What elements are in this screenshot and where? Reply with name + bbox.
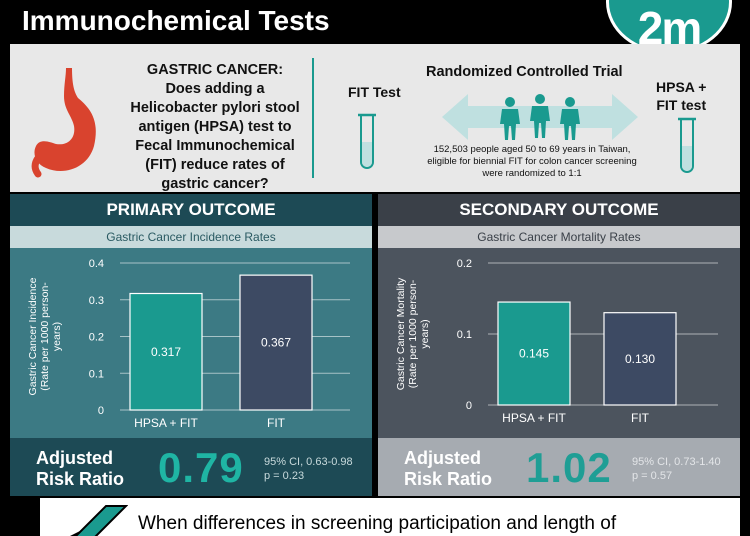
secondary-chart-panel: 0 0.1 0.2 Gastric Cancer Mortality(Rate per… <box>378 248 740 438</box>
y-axis-label-line: years) <box>51 322 63 351</box>
bar-value-label: 0.145 <box>519 347 549 361</box>
divider <box>312 58 314 178</box>
y-tick-label: 0.2 <box>457 258 472 270</box>
rct-desc-line: were randomized to 1:1 <box>482 168 582 179</box>
y-tick-label: 0 <box>466 400 472 412</box>
risk-ratio-label-line: Adjusted <box>36 448 114 468</box>
question-line: antigen (HPSA) test to <box>138 119 292 135</box>
primary-outcome-subheading: Gastric Cancer Incidence Rates <box>10 226 372 248</box>
question-line: Fecal Immunochemical <box>135 138 295 154</box>
hpsa-label-line: HPSA + <box>656 79 707 95</box>
footer-text: When differences in screening participat… <box>138 513 617 534</box>
people-icon <box>500 94 580 140</box>
x-tick-label: FIT <box>267 416 286 430</box>
secondary-outcome-subheading: Gastric Cancer Mortality Rates <box>378 226 740 248</box>
rct-desc-line: eligible for biennial FIT for colon canc… <box>427 156 637 167</box>
y-tick-label: 0.1 <box>457 329 472 341</box>
question-line: gastric cancer? <box>161 176 269 192</box>
hpsa-label-line: FIT test <box>656 97 707 113</box>
ci-line: 95% CI, 0.73-1.40 <box>632 456 721 468</box>
stomach-icon <box>31 68 96 178</box>
header: Immunochemical Tests 2m <box>0 0 750 54</box>
intro-panel: GASTRIC CANCER: Does adding a Helicobact… <box>10 44 740 192</box>
rct-title: Randomized Controlled Trial <box>426 64 623 80</box>
p-value-line: p = 0.57 <box>632 470 673 482</box>
question-line: (FIT) reduce rates of <box>145 157 285 173</box>
incidence-chart: 0 0.1 0.2 0.3 0.4 Gastric Cancer Incidence(Ra… <box>27 258 350 430</box>
bar-value-label: 0.130 <box>625 352 655 366</box>
page-title: Immunochemical Tests <box>22 5 330 36</box>
risk-ratio-label-line: Adjusted <box>404 448 482 468</box>
ci-line: 95% CI, 0.63-0.98 <box>264 456 353 468</box>
primary-risk-ratio: Adjusted Risk Ratio 0.79 95% CI, 0.63-0.… <box>10 438 372 496</box>
x-tick-label: HPSA + FIT <box>502 411 566 425</box>
test-tube-icon <box>358 113 376 169</box>
y-axis-label-line: Gastric Cancer Incidence <box>27 277 39 395</box>
pencil-icon <box>70 505 128 536</box>
secondary-outcome-heading: SECONDARY OUTCOME <box>378 194 740 226</box>
bar <box>239 274 313 411</box>
bar <box>603 312 677 406</box>
y-axis-label-line: (Rate per 1000 person- <box>39 282 51 391</box>
question-line: Helicobacter pylori stool <box>130 100 300 116</box>
bar <box>129 292 203 411</box>
risk-ratio-label-line: Risk Ratio <box>404 469 493 489</box>
secondary-risk-ratio: Adjusted Risk Ratio 1.02 95% CI, 0.73-1.… <box>378 438 740 496</box>
fit-test-label: FIT Test <box>348 84 401 100</box>
question-line: Does adding a <box>165 81 265 97</box>
study-question: GASTRIC CANCER: Does adding a Helicobact… <box>120 61 310 194</box>
rct-description: 152,503 people aged 50 to 69 years in Ta… <box>414 144 650 180</box>
x-tick-label: HPSA + FIT <box>134 416 198 430</box>
rct-desc-line: 152,503 people aged 50 to 69 years in Ta… <box>433 144 631 155</box>
risk-ratio-label-line: Risk Ratio <box>36 469 125 489</box>
x-tick-label: FIT <box>631 411 650 425</box>
risk-ratio-label: Adjusted Risk Ratio <box>36 448 124 490</box>
risk-ratio-ci: 95% CI, 0.63-0.98 p = 0.23 <box>264 455 353 483</box>
y-axis-label: Gastric Cancer Mortality(Rate per 1000 p… <box>395 277 431 390</box>
y-axis-label-line: Gastric Cancer Mortality <box>395 277 407 390</box>
mortality-chart: 0 0.1 0.2 Gastric Cancer Mortality(Rate per… <box>395 258 718 425</box>
y-tick-label: 0.4 <box>89 258 104 270</box>
bar-value-label: 0.367 <box>261 336 291 350</box>
risk-ratio-value: 1.02 <box>526 444 612 491</box>
question-line: GASTRIC CANCER: <box>146 62 284 78</box>
y-tick-label: 0 <box>98 405 104 417</box>
primary-outcome-heading: PRIMARY OUTCOME <box>10 194 372 226</box>
y-tick-label: 0.1 <box>89 368 104 380</box>
hpsa-test-label: HPSA + FIT test <box>656 78 706 114</box>
risk-ratio-ci: 95% CI, 0.73-1.40 p = 0.57 <box>632 455 721 483</box>
y-axis-label-line: years) <box>419 319 431 348</box>
y-axis-label: Gastric Cancer Incidence(Rate per 1000 p… <box>27 277 63 395</box>
y-tick-label: 0.2 <box>89 332 104 344</box>
p-value-line: p = 0.23 <box>264 470 305 482</box>
y-axis-label-line: (Rate per 1000 person- <box>407 279 419 388</box>
bar-value-label: 0.317 <box>151 345 181 359</box>
y-tick-label: 0.3 <box>89 295 104 307</box>
test-tube-icon <box>678 117 696 173</box>
footer-banner: When differences in screening participat… <box>40 498 740 536</box>
bar <box>497 301 571 406</box>
primary-chart-panel: 0 0.1 0.2 0.3 0.4 Gastric Cancer Incidence(Ra… <box>10 248 372 438</box>
risk-ratio-value: 0.79 <box>158 444 244 491</box>
risk-ratio-label: Adjusted Risk Ratio <box>404 448 492 490</box>
